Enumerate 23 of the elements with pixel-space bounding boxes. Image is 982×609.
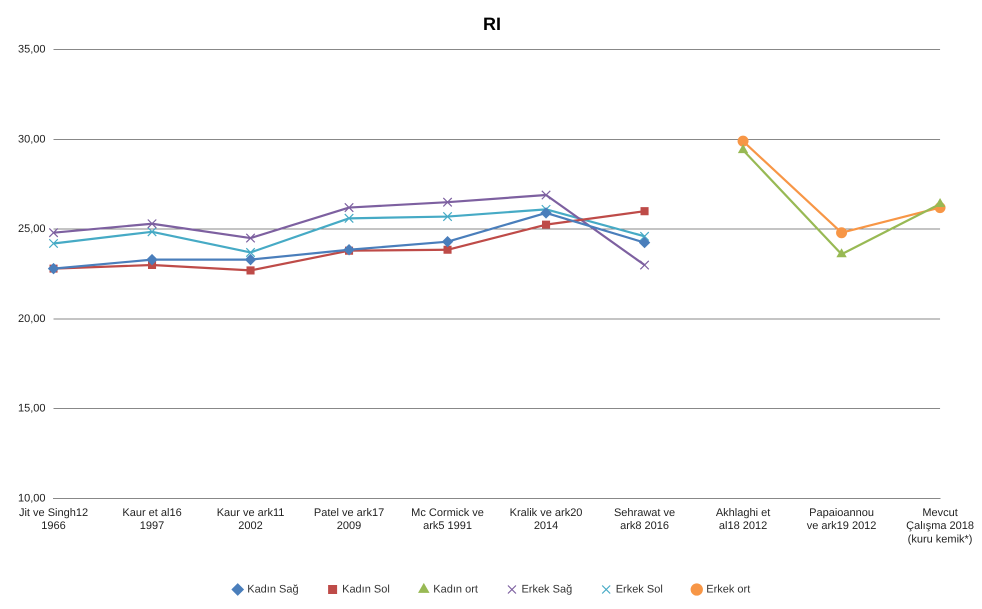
x-tick-label: Akhlaghi et al18 2012 [716,507,770,532]
x-tick-label: Jit ve Singh12 1966 [18,507,88,532]
y-tick-label: 15,00 [18,402,46,415]
x-tick-label: Kaur et al16 1997 [122,507,182,532]
legend-label: Kadın Sol [342,584,390,596]
x-tick-label: Papaioannou ve ark19 2012 [806,507,876,532]
x-tick-label: Sehrawat ve ark8 2016 [614,507,676,532]
y-tick-label: 35,00 [18,44,46,56]
x-tick-label: Kaur ve ark11 2002 [216,507,284,532]
x-tick-label: Mevcut Çalışma 2018 (kuru kemik*) [906,507,974,546]
x-tick-label: Mc Cormick ve ark5 1991 [411,507,484,532]
y-tick-label: 10,00 [18,492,46,504]
legend-label: Erkek Sol [616,584,663,596]
chart-title: RI [483,14,501,34]
x-tick-label: Kralik ve ark20 2014 [510,507,582,532]
legend-label: Kadın ort [433,584,478,596]
legend-label: Erkek Sağ [521,584,572,596]
legend-label: Erkek ort [706,584,750,596]
legend-label: Kadın Sağ [247,584,299,596]
y-tick-label: 25,00 [18,223,46,236]
y-tick-label: 30,00 [18,133,46,146]
y-tick-label: 20,00 [18,312,46,325]
x-tick-label: Patel ve ark17 2009 [314,507,384,532]
